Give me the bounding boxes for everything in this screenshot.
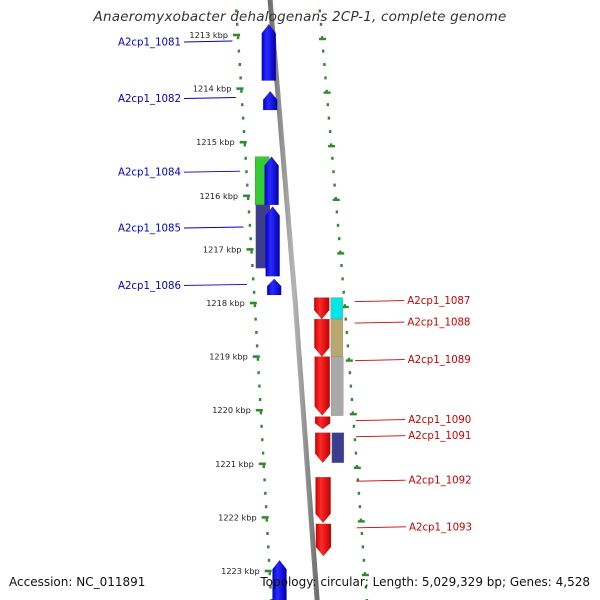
annotation-block	[330, 318, 344, 357]
gene-label[interactable]: A2cp1_1087	[407, 296, 470, 307]
gene-label[interactable]: A2cp1_1093	[409, 522, 472, 533]
forward-gene-arrow[interactable]	[264, 156, 279, 206]
forward-gene-arrow[interactable]	[266, 278, 282, 296]
scale-tick-label: 1215 kbp	[196, 137, 235, 147]
gene-label-leader	[355, 435, 406, 438]
scale-tick-label: 1214 kbp	[193, 84, 232, 94]
gene-label-leader	[354, 300, 405, 303]
genome-backbone	[267, 0, 320, 600]
scale-tick-label: 1222 kbp	[218, 512, 257, 522]
gene-label[interactable]: A2cp1_1091	[408, 431, 471, 442]
gene-label-leader	[183, 97, 236, 99]
scale-tick-label: 1217 kbp	[203, 244, 242, 254]
gene-label[interactable]: A2cp1_1082	[118, 94, 181, 105]
scale-tick-label: 1216 kbp	[200, 191, 239, 201]
forward-gene-arrow[interactable]	[261, 23, 276, 81]
map-title: Anaeromyxobacter dehalogenans 2CP-1, com…	[93, 9, 507, 25]
reverse-gene-arrow[interactable]	[315, 432, 331, 464]
gene-label-leader	[355, 359, 405, 362]
gene-label-leader	[356, 479, 406, 482]
gene-label[interactable]: A2cp1_1090	[408, 415, 471, 426]
scale-tick-label: 1223 kbp	[221, 566, 260, 576]
scale-tick-label: 1220 kbp	[212, 405, 251, 415]
scale-tick-label: 1213 kbp	[189, 30, 228, 40]
forward-gene-arrow[interactable]	[265, 206, 280, 277]
reverse-gene-arrow[interactable]	[314, 318, 330, 357]
genome-summary-text: Topology: circular; Length: 5,029,329 bp…	[260, 575, 590, 589]
reverse-gene-arrow[interactable]	[314, 297, 330, 320]
gene-label-leader	[183, 170, 241, 173]
gene-labels-layer: A2cp1_1081 A2cp1_1082 A2cp1_1084 A2cp1_1085…	[118, 38, 472, 534]
scale-ticks-layer: 1213 kbp 1214 kbp 1215 kbp 1216 kbp 1217 kbp…	[189, 9, 369, 600]
reverse-gene-arrow[interactable]	[314, 416, 331, 430]
annotation-block	[330, 297, 343, 320]
gene-label[interactable]: A2cp1_1092	[409, 476, 472, 487]
annotation-block	[331, 356, 344, 416]
reverse-gene-arrow[interactable]	[315, 523, 332, 557]
gene-arrows-layer	[261, 23, 332, 600]
gene-label[interactable]: A2cp1_1084	[118, 168, 181, 179]
scale-tick-label: 1221 kbp	[215, 459, 254, 469]
gene-label[interactable]: A2cp1_1081	[118, 38, 181, 49]
forward-gene-arrow[interactable]	[272, 559, 287, 600]
forward-gene-arrow[interactable]	[262, 90, 278, 111]
gene-label-leader	[356, 526, 406, 529]
backbone-layer	[267, 0, 320, 600]
gene-label-leader	[355, 419, 406, 422]
gene-label[interactable]: A2cp1_1085	[118, 224, 181, 235]
gene-label[interactable]: A2cp1_1086	[118, 281, 181, 292]
gene-label-leader	[183, 226, 244, 229]
gene-label[interactable]: A2cp1_1089	[408, 355, 471, 366]
gene-label-leader	[183, 283, 247, 286]
accession-text: Accession: NC_011891	[9, 575, 146, 589]
scale-tick-label: 1218 kbp	[206, 298, 245, 308]
scale-tick-label: 1219 kbp	[209, 352, 248, 362]
annotation-block	[331, 432, 345, 463]
gene-label-leader	[183, 40, 233, 43]
gene-label-leader	[354, 321, 405, 324]
reverse-gene-arrow[interactable]	[314, 356, 330, 416]
reverse-gene-arrow[interactable]	[315, 477, 331, 524]
gene-label[interactable]: A2cp1_1088	[407, 318, 470, 329]
